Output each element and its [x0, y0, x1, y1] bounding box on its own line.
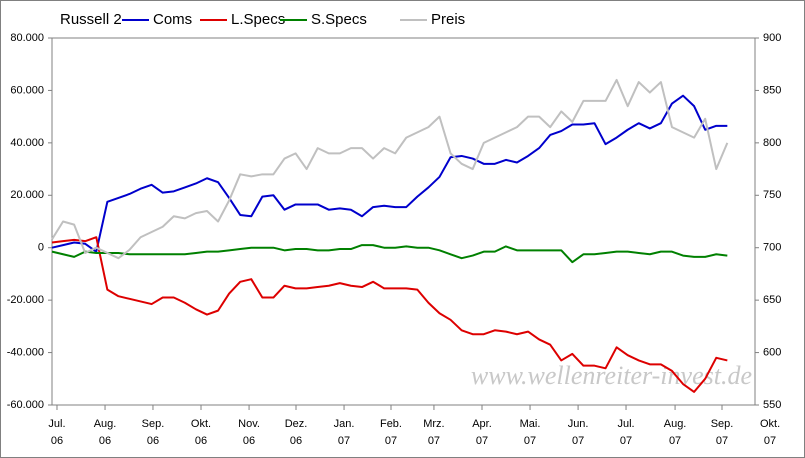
x-tick-label: Apr. [472, 418, 492, 430]
x-tick-label: Jul. [48, 418, 65, 430]
x-tick-label: Okt. [191, 418, 211, 430]
series-line [51, 244, 728, 264]
y2-tick-label: 850 [763, 84, 781, 96]
x-tick-label: 07 [524, 435, 536, 447]
y-tick-label: 0 [38, 242, 44, 254]
y-tick-label: 80.000 [10, 32, 44, 44]
y2-tick-label: 750 [763, 189, 781, 201]
y2-tick-label: 700 [763, 242, 781, 254]
series-line [51, 78, 729, 260]
y-tick-label: -40.000 [7, 346, 44, 358]
x-tick-label: Sep. [711, 418, 734, 430]
x-tick-label: Jan. [334, 418, 355, 430]
x-tick-label: 06 [99, 435, 111, 447]
legend-label: Coms [153, 11, 192, 28]
x-tick-label: 06 [290, 435, 302, 447]
legend-label: S.Specs [311, 11, 367, 28]
x-tick-label: Jun. [568, 418, 589, 430]
watermark: www.wellenreiter-invest.de [471, 361, 752, 390]
chart-title: Russell 2 [60, 11, 122, 28]
legend: Coms L.Specs S.Specs Preis [122, 11, 465, 28]
x-tick-label: 07 [476, 435, 488, 447]
series-line [51, 236, 728, 393]
x-tick-label: 07 [385, 435, 397, 447]
x-tick-label: Aug. [94, 418, 117, 430]
x-tick-label: 06 [51, 435, 63, 447]
x-tick-label: 06 [243, 435, 255, 447]
legend-label: L.Specs [231, 11, 285, 28]
x-tick-label: 07 [428, 435, 440, 447]
x-tick-label: Feb. [380, 418, 402, 430]
y2-tick-label: 800 [763, 137, 781, 149]
x-tick-label: 07 [620, 435, 632, 447]
x-tick-label: Dez. [285, 418, 308, 430]
x-tick-label: Jul. [617, 418, 634, 430]
y-tick-label: 20.000 [10, 189, 44, 201]
y2-tick-label: 550 [763, 399, 781, 411]
x-tick-label: Nov. [238, 418, 260, 430]
legend-label: Preis [431, 11, 465, 28]
x-tick-label: Sep. [142, 418, 165, 430]
x-tick-label: Mai. [520, 418, 541, 430]
y-tick-label: 40.000 [10, 137, 44, 149]
series-line [51, 94, 728, 253]
y2-tick-label: 600 [763, 346, 781, 358]
y-tick-label: -60.000 [7, 399, 44, 411]
x-tick-label: Mrz. [423, 418, 444, 430]
x-tick-label: 07 [572, 435, 584, 447]
y2-tick-label: 900 [763, 32, 781, 44]
x-tick-label: Aug. [664, 418, 687, 430]
x-tick-label: 07 [764, 435, 776, 447]
y-tick-label: 60.000 [10, 84, 44, 96]
x-tick-label: 06 [147, 435, 159, 447]
x-tick-label: 07 [338, 435, 350, 447]
y-tick-label: -20.000 [7, 294, 44, 306]
x-tick-label: 07 [716, 435, 728, 447]
x-tick-label: 07 [669, 435, 681, 447]
y2-tick-label: 650 [763, 294, 781, 306]
x-tick-label: Okt. [760, 418, 780, 430]
x-tick-label: 06 [195, 435, 207, 447]
